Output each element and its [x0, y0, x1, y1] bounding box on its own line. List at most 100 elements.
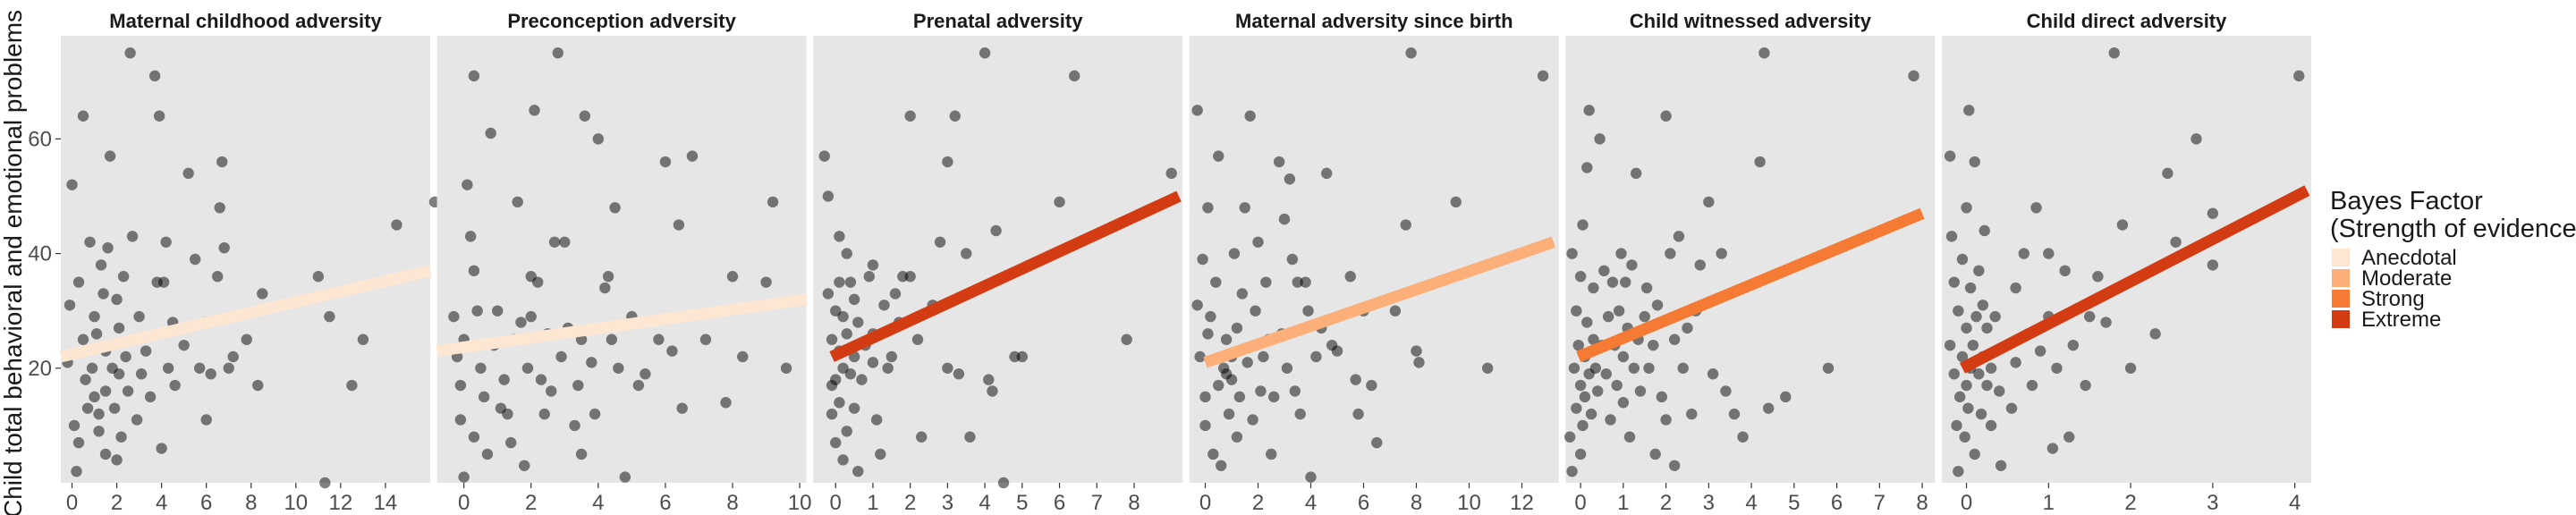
- data-point: [1600, 368, 1612, 380]
- data-point: [1205, 310, 1216, 323]
- data-point: [1953, 465, 1964, 477]
- data-point: [111, 293, 123, 306]
- data-point: [1985, 419, 1997, 432]
- data-point: [346, 379, 358, 392]
- panel-background: [813, 36, 1183, 483]
- data-point: [1574, 271, 1587, 283]
- data-point: [77, 333, 89, 345]
- data-point: [606, 333, 618, 345]
- data-point: [2170, 236, 2182, 248]
- data-point: [66, 179, 78, 190]
- data-point: [904, 271, 916, 283]
- data-point: [2207, 207, 2219, 219]
- facet-panel: Maternal adversity since birth 0 2 4 6 8 10 12: [1189, 10, 1559, 515]
- data-point: [826, 408, 838, 420]
- data-point: [1969, 156, 1980, 168]
- data-point: [1194, 350, 1206, 363]
- data-point: [1366, 379, 1377, 392]
- x-tick-label: 2: [1660, 491, 1672, 515]
- data-point: [357, 333, 369, 345]
- data-point: [1656, 391, 1668, 403]
- data-point: [205, 368, 216, 380]
- data-point: [2067, 339, 2080, 351]
- x-tick-label: 6: [200, 491, 212, 515]
- data-point: [1648, 339, 1659, 351]
- regression-line: [1203, 236, 1556, 368]
- data-point: [64, 300, 76, 311]
- data-point: [108, 402, 121, 414]
- data-point: [1300, 276, 1311, 288]
- data-point: [1588, 282, 1599, 294]
- data-point: [599, 282, 611, 294]
- x-tick-label: 7: [1874, 491, 1885, 515]
- data-point: [462, 179, 473, 190]
- data-point: [1574, 448, 1587, 460]
- data-point: [997, 477, 1010, 489]
- data-point: [1944, 150, 1956, 162]
- data-point: [99, 448, 112, 460]
- data-point: [1450, 196, 1462, 208]
- x-tick-label: 8: [726, 491, 738, 515]
- data-point: [640, 368, 651, 380]
- x-tick-label: 0: [1961, 491, 1972, 515]
- x-tick-label: 8: [1411, 491, 1422, 515]
- x-tick-label: 5: [1016, 491, 1028, 515]
- data-point: [1121, 333, 1132, 345]
- data-point: [1973, 368, 1985, 380]
- data-point: [1016, 350, 1029, 363]
- x-tick-label: 1: [2043, 491, 2055, 515]
- data-point: [71, 465, 82, 477]
- data-point: [1191, 105, 1203, 116]
- legend-swatch: [2332, 310, 2350, 328]
- data-point: [686, 150, 699, 162]
- x-tick-label: 14: [374, 491, 398, 515]
- legend-title-line1: Bayes Factor: [2330, 187, 2483, 215]
- data-point: [1979, 224, 1990, 237]
- data-point: [1331, 345, 1343, 357]
- data-point: [468, 431, 480, 443]
- data-point: [1963, 105, 1975, 116]
- data-point: [822, 288, 835, 300]
- data-point: [478, 391, 490, 403]
- data-point: [200, 414, 212, 426]
- data-point: [1258, 350, 1269, 363]
- data-point: [882, 362, 894, 374]
- data-point: [1628, 362, 1640, 374]
- data-point: [89, 391, 100, 403]
- data-point: [1592, 385, 1604, 397]
- data-point: [653, 333, 665, 345]
- data-point: [1213, 379, 1224, 392]
- data-point: [1634, 385, 1647, 397]
- data-point: [1981, 322, 1993, 334]
- data-point: [592, 133, 605, 145]
- data-point: [949, 110, 961, 122]
- data-point: [875, 448, 886, 460]
- data-point: [1413, 357, 1425, 368]
- data-point: [555, 350, 567, 363]
- data-point: [1981, 379, 1993, 392]
- data-point: [529, 105, 540, 116]
- data-point: [2010, 357, 2021, 368]
- data-point: [834, 231, 845, 242]
- data-point: [1581, 162, 1593, 173]
- data-point: [1694, 259, 1706, 271]
- data-point: [1598, 265, 1610, 277]
- data-point: [2149, 328, 2161, 340]
- data-point: [720, 397, 732, 409]
- data-point: [2046, 443, 2059, 454]
- x-tick-label: 2: [2124, 491, 2136, 515]
- data-point: [575, 448, 588, 460]
- data-point: [1581, 317, 1593, 328]
- data-point: [848, 402, 860, 414]
- data-point: [1956, 350, 1969, 363]
- data-point: [2100, 317, 2112, 328]
- data-point: [987, 385, 998, 397]
- data-point: [1951, 419, 1962, 432]
- facet-panel: Prenatal adversity 0 1 2 3 4 5 6 7 8: [813, 10, 1183, 515]
- data-point: [2005, 402, 2018, 414]
- data-point: [726, 271, 739, 283]
- data-point: [115, 431, 127, 443]
- data-point: [1640, 282, 1653, 294]
- data-point: [1302, 305, 1314, 317]
- x-tick-label: 10: [788, 491, 812, 515]
